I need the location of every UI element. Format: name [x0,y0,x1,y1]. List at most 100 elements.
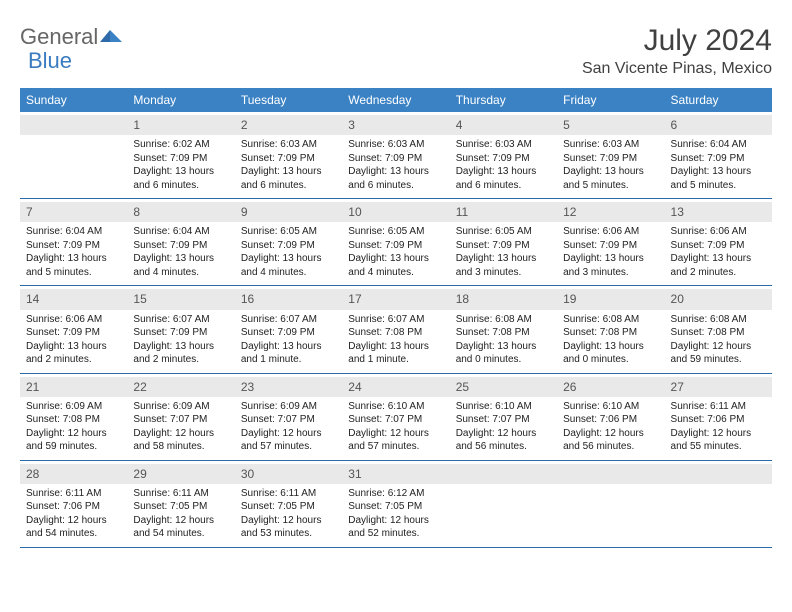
daylight-line: Daylight: 13 hours and 1 minute. [348,340,443,367]
sunrise-line: Sunrise: 6:11 AM [133,487,228,501]
sunset-line: Sunset: 7:05 PM [241,500,336,514]
daylight-line: Daylight: 12 hours and 57 minutes. [241,427,336,454]
daylight-line: Daylight: 12 hours and 56 minutes. [456,427,551,454]
calendar-page: General July 2024 San Vicente Pinas, Mex… [0,0,792,568]
sunrise-line: Sunrise: 6:06 AM [671,225,766,239]
calendar-day-cell: 14Sunrise: 6:06 AMSunset: 7:09 PMDayligh… [20,286,127,373]
calendar-day-cell [557,460,664,547]
day-number: 4 [450,115,557,135]
weekday-header-row: Sunday Monday Tuesday Wednesday Thursday… [20,88,772,112]
day-number: 6 [665,115,772,135]
calendar-day-cell [20,112,127,199]
daylight-line: Daylight: 13 hours and 2 minutes. [26,340,121,367]
sunset-line: Sunset: 7:09 PM [456,239,551,253]
day-number: 26 [557,377,664,397]
day-number: 18 [450,289,557,309]
calendar-day-cell: 23Sunrise: 6:09 AMSunset: 7:07 PMDayligh… [235,373,342,460]
logo: General [20,24,122,50]
sunrise-line: Sunrise: 6:06 AM [563,225,658,239]
daylight-line: Daylight: 12 hours and 59 minutes. [671,340,766,367]
day-number: 5 [557,115,664,135]
day-number: 30 [235,464,342,484]
sunrise-line: Sunrise: 6:09 AM [26,400,121,414]
calendar-day-cell [450,460,557,547]
calendar-day-cell: 2Sunrise: 6:03 AMSunset: 7:09 PMDaylight… [235,112,342,199]
sunrise-line: Sunrise: 6:08 AM [456,313,551,327]
calendar-day-cell: 6Sunrise: 6:04 AMSunset: 7:09 PMDaylight… [665,112,772,199]
sunset-line: Sunset: 7:06 PM [26,500,121,514]
sunset-line: Sunset: 7:09 PM [671,239,766,253]
daylight-line: Daylight: 13 hours and 5 minutes. [26,252,121,279]
sunrise-line: Sunrise: 6:10 AM [348,400,443,414]
sunset-line: Sunset: 7:09 PM [348,239,443,253]
daylight-line: Daylight: 13 hours and 1 minute. [241,340,336,367]
day-number: 31 [342,464,449,484]
day-number: 2 [235,115,342,135]
sunset-line: Sunset: 7:09 PM [348,152,443,166]
sunset-line: Sunset: 7:08 PM [456,326,551,340]
day-number: 8 [127,202,234,222]
daylight-line: Daylight: 12 hours and 55 minutes. [671,427,766,454]
sunset-line: Sunset: 7:06 PM [671,413,766,427]
weekday-header: Monday [127,88,234,112]
sunset-line: Sunset: 7:09 PM [133,239,228,253]
calendar-day-cell: 1Sunrise: 6:02 AMSunset: 7:09 PMDaylight… [127,112,234,199]
daylight-line: Daylight: 13 hours and 4 minutes. [348,252,443,279]
day-number: 16 [235,289,342,309]
calendar-day-cell: 8Sunrise: 6:04 AMSunset: 7:09 PMDaylight… [127,199,234,286]
calendar-day-cell: 5Sunrise: 6:03 AMSunset: 7:09 PMDaylight… [557,112,664,199]
sunrise-line: Sunrise: 6:08 AM [671,313,766,327]
logo-mark-icon [100,24,122,50]
calendar-day-cell: 12Sunrise: 6:06 AMSunset: 7:09 PMDayligh… [557,199,664,286]
weekday-header: Tuesday [235,88,342,112]
weekday-header: Sunday [20,88,127,112]
day-number: 20 [665,289,772,309]
weekday-header: Thursday [450,88,557,112]
day-number-empty [450,464,557,484]
day-number: 23 [235,377,342,397]
calendar-day-cell: 15Sunrise: 6:07 AMSunset: 7:09 PMDayligh… [127,286,234,373]
daylight-line: Daylight: 13 hours and 0 minutes. [563,340,658,367]
day-number: 12 [557,202,664,222]
sunset-line: Sunset: 7:09 PM [26,326,121,340]
logo-text-general: General [20,24,98,50]
sunrise-line: Sunrise: 6:11 AM [671,400,766,414]
daylight-line: Daylight: 12 hours and 58 minutes. [133,427,228,454]
calendar-day-cell [665,460,772,547]
day-number: 24 [342,377,449,397]
sunset-line: Sunset: 7:08 PM [671,326,766,340]
calendar-day-cell: 7Sunrise: 6:04 AMSunset: 7:09 PMDaylight… [20,199,127,286]
sunset-line: Sunset: 7:09 PM [671,152,766,166]
sunset-line: Sunset: 7:05 PM [348,500,443,514]
sunset-line: Sunset: 7:09 PM [133,152,228,166]
day-number: 3 [342,115,449,135]
day-number: 15 [127,289,234,309]
calendar-day-cell: 4 Sunrise: 6:03 AMSunset: 7:09 PMDaylight… [450,112,557,199]
day-number-empty [665,464,772,484]
calendar-day-cell: 3Sunrise: 6:03 AMSunset: 7:09 PMDaylight… [342,112,449,199]
sunset-line: Sunset: 7:09 PM [456,152,551,166]
daylight-line: Daylight: 13 hours and 6 minutes. [133,165,228,192]
sunrise-line: Sunrise: 6:07 AM [241,313,336,327]
calendar-day-cell: 13Sunrise: 6:06 AMSunset: 7:09 PMDayligh… [665,199,772,286]
sunrise-line: Sunrise: 6:03 AM [563,138,658,152]
day-number-empty [20,115,127,135]
weekday-header: Saturday [665,88,772,112]
daylight-line: Daylight: 13 hours and 6 minutes. [456,165,551,192]
sunset-line: Sunset: 7:07 PM [133,413,228,427]
daylight-line: Daylight: 12 hours and 57 minutes. [348,427,443,454]
sunrise-line: Sunrise: 6:03 AM [456,138,551,152]
calendar-day-cell: 30Sunrise: 6:11 AMSunset: 7:05 PMDayligh… [235,460,342,547]
sunrise-line: Sunrise: 6:02 AM [133,138,228,152]
calendar-day-cell: 28Sunrise: 6:11 AMSunset: 7:06 PMDayligh… [20,460,127,547]
day-number: 19 [557,289,664,309]
sunrise-line: Sunrise: 6:04 AM [133,225,228,239]
day-number: 21 [20,377,127,397]
day-number: 14 [20,289,127,309]
day-number: 28 [20,464,127,484]
location: San Vicente Pinas, Mexico [582,60,772,78]
logo-text-blue: Blue [28,48,72,74]
day-number: 27 [665,377,772,397]
calendar-day-cell: 19Sunrise: 6:08 AMSunset: 7:08 PMDayligh… [557,286,664,373]
sunset-line: Sunset: 7:06 PM [563,413,658,427]
